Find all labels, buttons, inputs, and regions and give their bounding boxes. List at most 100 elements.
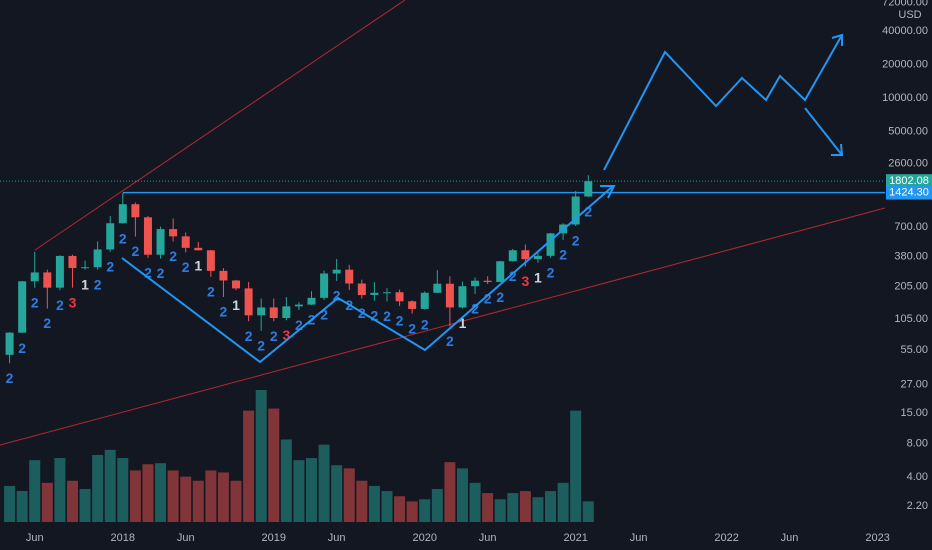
candle-body — [496, 261, 505, 282]
td-count: 2 — [131, 243, 139, 259]
volume-bar — [394, 496, 406, 522]
volume-bar — [532, 497, 544, 522]
td-count: 2 — [295, 317, 303, 333]
td-count: 2 — [31, 294, 39, 310]
candle-body — [219, 270, 228, 281]
volume-bar — [293, 460, 305, 522]
candle-body — [18, 281, 27, 333]
candle-body — [81, 267, 90, 269]
td-count: 2 — [484, 291, 492, 307]
td-count: 2 — [320, 307, 328, 323]
volume-bar — [205, 470, 217, 522]
td-count: 2 — [207, 284, 215, 300]
x-tick-label: Jun — [781, 532, 799, 544]
currency: USD — [898, 9, 921, 21]
y-tick-label: 2600.00 — [888, 157, 928, 169]
candle-body — [156, 229, 165, 255]
candle-body — [5, 332, 14, 355]
candle-body — [357, 283, 366, 295]
volume-bar — [29, 460, 41, 522]
volume-bar — [431, 489, 443, 522]
volume-bar — [155, 463, 167, 522]
volume-bar — [306, 458, 318, 522]
candle-body — [106, 223, 115, 250]
td-count: 2 — [6, 370, 14, 386]
volume-bar — [117, 458, 129, 522]
td-count: 2 — [220, 304, 228, 320]
volume-bar — [570, 410, 582, 522]
td-count: 2 — [446, 333, 454, 349]
axes: 2.20 4.00 8.00 15.00 27.00 55.00 105.00 205.00 3… — [26, 0, 932, 544]
td-count: 2 — [257, 338, 265, 354]
volume-bar — [180, 476, 192, 522]
td-count: 2 — [94, 276, 102, 292]
candle-body — [370, 292, 379, 295]
volume-bar — [66, 480, 78, 522]
x-tick-label: 2018 — [111, 532, 135, 544]
price-label-box — [886, 174, 932, 189]
td-count: 2 — [144, 265, 152, 281]
y-tick-label: 72000.00 — [882, 0, 928, 8]
candle-body — [533, 255, 542, 260]
candle-body — [194, 247, 203, 251]
candle-body — [30, 272, 39, 282]
volume-bar — [557, 482, 569, 522]
volume-bar — [142, 464, 154, 522]
td-count: 3 — [282, 327, 290, 343]
y-tick-label: 205.00 — [894, 280, 928, 292]
price-label: 1802.08 — [889, 175, 929, 187]
td-count: 2 — [169, 248, 177, 264]
y-tick-label: 4.00 — [907, 471, 928, 483]
td-count: 2 — [572, 233, 580, 249]
x-tick-label: Jun — [630, 532, 648, 544]
volume-bar — [54, 458, 66, 522]
candle-body — [282, 306, 291, 318]
x-tick-label: 2023 — [865, 532, 889, 544]
td-count: 2 — [371, 307, 379, 323]
candle-body — [433, 283, 442, 293]
x-tick-label: Jun — [26, 532, 44, 544]
volume-bar — [192, 480, 204, 522]
td-count: 2 — [547, 264, 555, 280]
volume-bar — [343, 468, 355, 522]
arrow-head — [831, 33, 843, 46]
td-count: 1 — [534, 269, 542, 285]
x-tick-label: Jun — [479, 532, 497, 544]
volume-bar — [519, 491, 531, 522]
volume-bar — [129, 470, 141, 522]
volume-bar — [469, 482, 481, 522]
volume-bar — [582, 501, 594, 522]
y-tick-label: 55.00 — [900, 344, 928, 356]
td-count: 2 — [509, 268, 517, 284]
volume-bar — [406, 501, 418, 522]
volume-bar — [444, 462, 456, 522]
volume-bar — [456, 468, 468, 522]
candle-body — [294, 304, 303, 307]
candle-body — [244, 288, 253, 316]
volume-bar — [494, 499, 506, 522]
y-tick-label: 700.00 — [894, 221, 928, 233]
volume-bar — [230, 480, 242, 522]
price-lines — [0, 180, 885, 194]
volume-bar — [92, 454, 104, 522]
candle-body — [93, 249, 102, 268]
volume-bar — [318, 444, 330, 522]
volume-bar — [482, 493, 494, 522]
candle-body — [269, 307, 278, 318]
volume-bar — [545, 491, 557, 522]
candle-body — [546, 233, 555, 256]
candle-body — [521, 250, 530, 260]
td-count: 2 — [43, 315, 51, 331]
td-count: 2 — [333, 288, 341, 304]
td-count: 1 — [232, 297, 240, 313]
trend-line — [34, 0, 406, 251]
projection-line — [603, 34, 843, 171]
candle-body — [118, 204, 127, 224]
candle-body — [458, 286, 467, 308]
y-tick-label: 40000.00 — [882, 25, 928, 37]
trend-line — [0, 207, 885, 446]
candle-body — [471, 280, 480, 287]
volume-bar — [255, 390, 267, 522]
